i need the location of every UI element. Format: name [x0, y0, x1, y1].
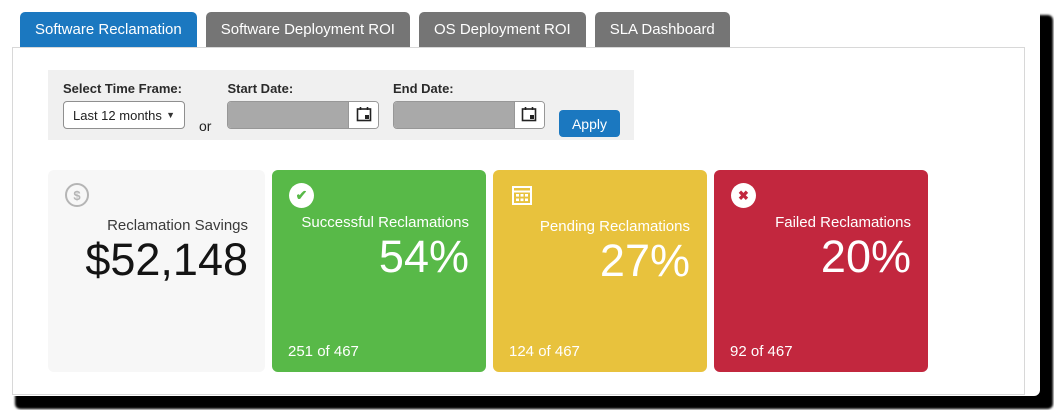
time-frame-label: Select Time Frame: [63, 81, 182, 96]
metric-cards: $ Reclamation Savings $52,148 ✔ Successf… [48, 170, 928, 372]
card-title: Reclamation Savings [107, 217, 248, 234]
calendar-picker-icon [356, 106, 372, 125]
reclamation-savings-card: $ Reclamation Savings $52,148 [48, 170, 265, 372]
filter-bar: Select Time Frame: Last 12 months ▼ or S… [48, 70, 634, 140]
or-label: or [199, 118, 212, 134]
card-value: $52,148 [85, 234, 248, 285]
end-date-calendar-button[interactable] [513, 102, 544, 128]
card-value: 54% [378, 231, 469, 282]
time-frame-select[interactable]: Last 12 months ▼ [63, 101, 185, 129]
start-date-field-group [227, 101, 380, 129]
apply-button[interactable]: Apply [558, 110, 620, 137]
end-date-label: End Date: [392, 81, 454, 96]
tab-software-deployment-roi[interactable]: Software Deployment ROI [205, 12, 410, 47]
tab-bar: Software Reclamation Software Deployment… [20, 12, 730, 47]
card-footer-count: 124 of 467 [509, 343, 580, 360]
card-value: 27% [599, 235, 690, 286]
start-date-calendar-button[interactable] [348, 102, 379, 128]
dashboard-panel: Select Time Frame: Last 12 months ▼ or S… [12, 47, 1025, 395]
successful-reclamations-card: ✔ Successful Reclamations 54% 251 of 467 [272, 170, 486, 372]
end-date-input[interactable] [393, 102, 514, 128]
tab-software-reclamation[interactable]: Software Reclamation [20, 12, 197, 47]
start-date-group: Start Date: [227, 81, 380, 129]
tab-os-deployment-roi[interactable]: OS Deployment ROI [418, 12, 586, 47]
dashboard-frame: Software Reclamation Software Deployment… [12, 12, 1025, 395]
tab-sla-dashboard[interactable]: SLA Dashboard [594, 12, 730, 47]
time-frame-group: Select Time Frame: Last 12 months ▼ [63, 81, 185, 129]
card-value: 20% [820, 231, 911, 282]
card-title: Failed Reclamations [775, 214, 911, 231]
failed-reclamations-card: ✖ Failed Reclamations 20% 92 of 467 [714, 170, 928, 372]
calendar-picker-icon [521, 106, 537, 125]
calendar-icon [510, 186, 534, 211]
time-frame-selected-value: Last 12 months [73, 107, 162, 123]
card-footer-count: 92 of 467 [730, 343, 793, 360]
card-footer-count: 251 of 467 [288, 343, 359, 360]
card-title: Successful Reclamations [301, 214, 469, 231]
chevron-down-icon: ▼ [166, 110, 175, 120]
dollar-circle-icon: $ [65, 183, 89, 207]
check-circle-icon: ✔ [289, 183, 314, 208]
pending-reclamations-card: Pending Reclamations 27% 124 of 467 [493, 170, 707, 372]
card-title: Pending Reclamations [539, 218, 690, 235]
x-circle-icon: ✖ [731, 183, 756, 208]
start-date-label: Start Date: [227, 81, 294, 96]
end-date-group: End Date: [392, 81, 545, 129]
start-date-input[interactable] [228, 102, 349, 128]
end-date-field-group [392, 101, 545, 129]
